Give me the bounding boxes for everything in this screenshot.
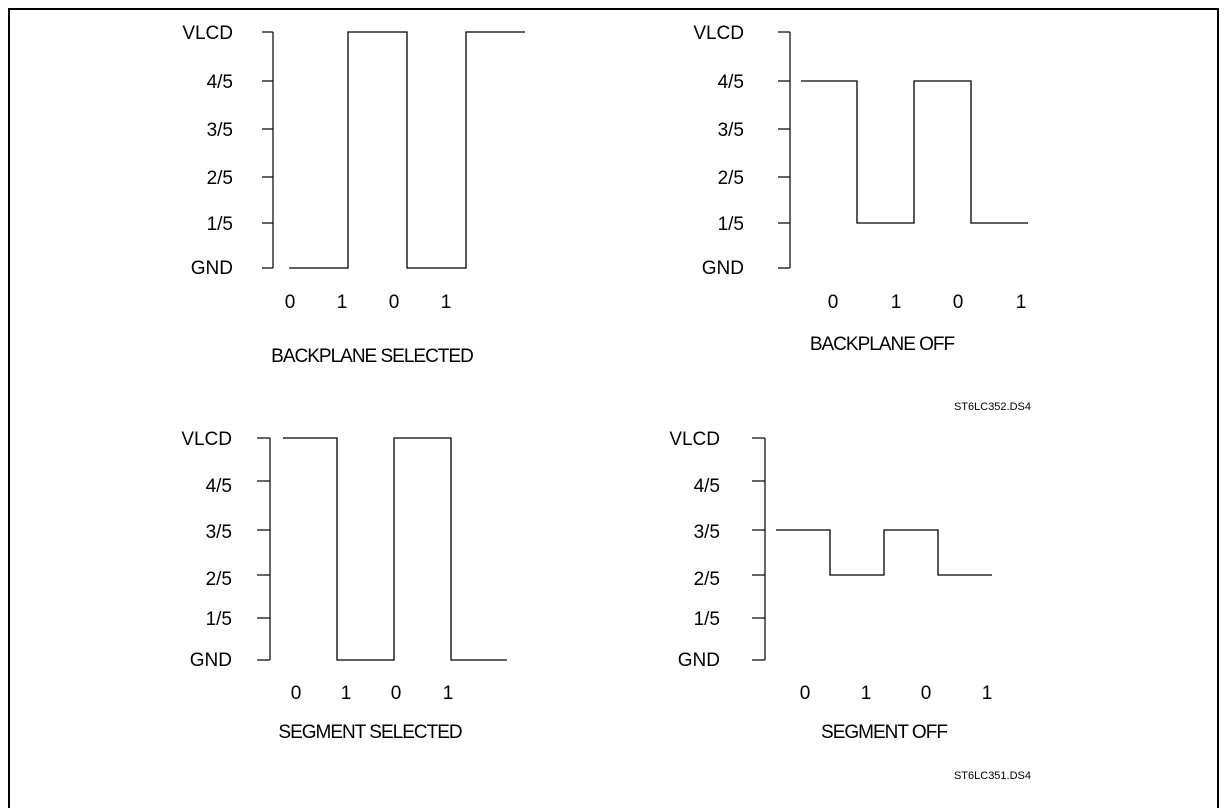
bit-label: 0 (389, 292, 400, 313)
level-label-3-5: 3/5 (206, 522, 232, 543)
bit-label: 1 (861, 683, 872, 704)
panel-title: SEGMENT OFF (821, 722, 947, 743)
level-label-4-5: 4/5 (206, 476, 232, 497)
level-label-2-5: 2/5 (206, 569, 232, 590)
bit-label: 1 (441, 292, 452, 313)
level-label-2-5: 2/5 (718, 168, 744, 189)
bit-labels: 0 1 0 1 (285, 292, 452, 313)
panel-title: BACKPLANE OFF (810, 334, 955, 355)
bit-label: 1 (982, 683, 993, 704)
figure-frame (8, 8, 1219, 808)
level-label-3-5: 3/5 (207, 120, 233, 141)
waveform-segment-off (776, 529, 992, 576)
bit-labels: 0 1 0 1 (828, 292, 1027, 313)
bit-label: 1 (1016, 292, 1027, 313)
level-labels: VLCD 4/5 3/5 2/5 1/5 GND (669, 429, 720, 671)
waveform-segment-selected (283, 437, 507, 661)
level-label-1-5: 1/5 (694, 609, 720, 630)
level-label-gnd: GND (190, 650, 232, 671)
level-labels: VLCD 4/5 3/5 2/5 1/5 GND (693, 23, 744, 279)
bit-label: 1 (891, 292, 902, 313)
bit-label: 0 (800, 683, 811, 704)
level-label-3-5: 3/5 (694, 522, 720, 543)
level-label-4-5: 4/5 (207, 72, 233, 93)
panel-segment-selected: VLCD 4/5 3/5 2/5 1/5 GND 0 1 0 (181, 429, 507, 743)
bit-label: 0 (291, 683, 302, 704)
bit-label: 1 (443, 683, 454, 704)
level-label-vlcd: VLCD (693, 23, 744, 44)
level-label-vlcd: VLCD (182, 23, 233, 44)
level-labels: VLCD 4/5 3/5 2/5 1/5 GND (182, 23, 233, 279)
level-label-gnd: GND (702, 258, 744, 279)
waveform-backplane-off (801, 80, 1028, 224)
level-label-2-5: 2/5 (207, 168, 233, 189)
level-label-gnd: GND (191, 258, 233, 279)
panel-backplane-selected: VLCD 4/5 3/5 2/5 1/5 GND 0 1 0 (182, 23, 525, 367)
bit-label: 1 (341, 683, 352, 704)
y-axis (778, 31, 791, 269)
bit-label: 0 (391, 683, 402, 704)
bit-label: 0 (285, 292, 296, 313)
bit-label: 1 (337, 292, 348, 313)
y-axis (262, 31, 274, 269)
y-axis (752, 437, 766, 661)
level-label-1-5: 1/5 (206, 609, 232, 630)
bit-labels: 0 1 0 1 (291, 683, 454, 704)
panel-backplane-off: VLCD 4/5 3/5 2/5 1/5 GND 0 1 0 (693, 23, 1031, 413)
level-labels: VLCD 4/5 3/5 2/5 1/5 GND (181, 429, 232, 671)
level-label-vlcd: VLCD (181, 429, 232, 450)
level-label-gnd: GND (678, 650, 720, 671)
panel-title: SEGMENT SELECTED (278, 722, 461, 743)
bit-label: 0 (953, 292, 964, 313)
level-label-1-5: 1/5 (718, 214, 744, 235)
level-label-3-5: 3/5 (718, 120, 744, 141)
level-label-4-5: 4/5 (718, 72, 744, 93)
level-label-1-5: 1/5 (207, 214, 233, 235)
figure-reference: ST6LC352.DS4 (954, 401, 1031, 413)
waveform-backplane-selected (289, 31, 525, 269)
bit-label: 0 (828, 292, 839, 313)
panel-segment-off: VLCD 4/5 3/5 2/5 1/5 GND 0 1 0 (669, 429, 1031, 782)
figure-reference: ST6LC351.DS4 (954, 770, 1031, 782)
panel-title: BACKPLANE SELECTED (271, 346, 473, 367)
level-label-2-5: 2/5 (694, 569, 720, 590)
level-label-vlcd: VLCD (669, 429, 720, 450)
bit-labels: 0 1 0 1 (800, 683, 993, 704)
level-label-4-5: 4/5 (694, 476, 720, 497)
bit-label: 0 (921, 683, 932, 704)
y-axis (257, 437, 271, 661)
